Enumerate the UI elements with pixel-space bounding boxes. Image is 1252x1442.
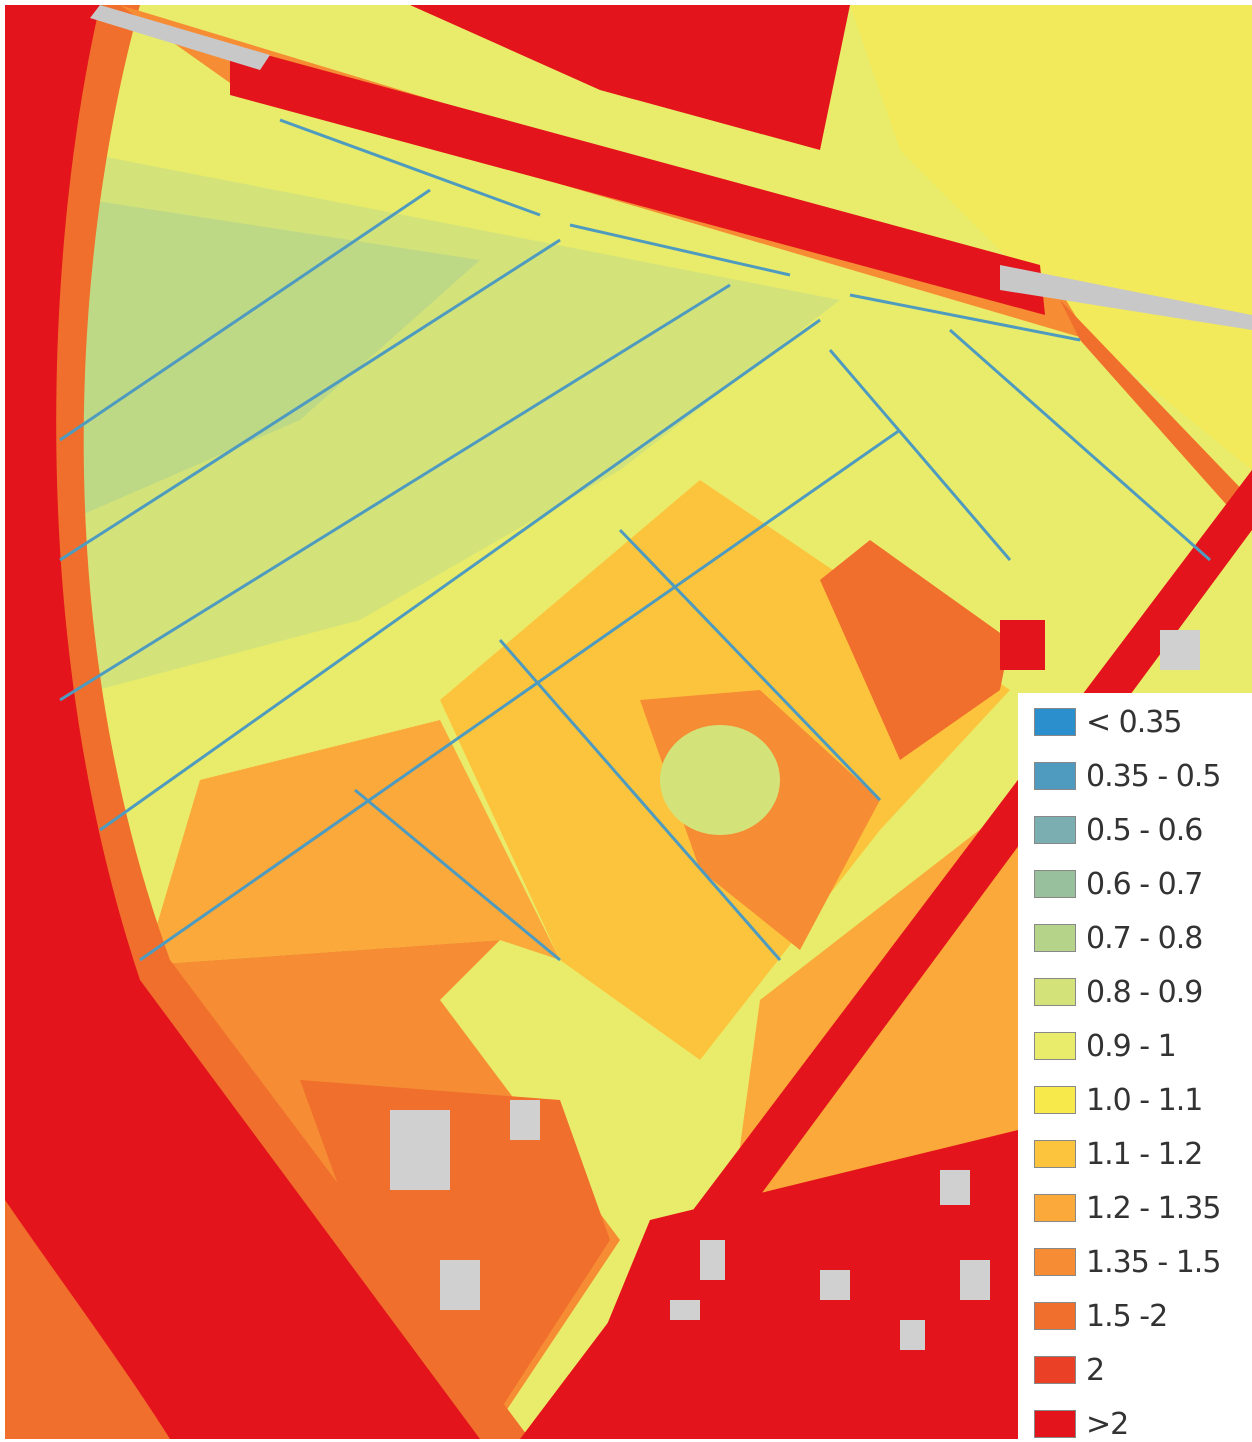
page: {"legend": {"items": [ {"label": "< 0.35…	[0, 0, 1252, 1439]
legend-swatch	[1034, 1140, 1076, 1168]
legend-label: 0.5 - 0.6	[1086, 813, 1202, 848]
legend-label: 1.35 - 1.5	[1086, 1245, 1220, 1280]
legend-label: 0.9 - 1	[1086, 1029, 1176, 1064]
legend-label: 0.6 - 0.7	[1086, 867, 1202, 902]
legend-swatch	[1034, 1302, 1076, 1330]
legend-item: >2	[1034, 1407, 1128, 1441]
legend-swatch	[1034, 708, 1076, 736]
legend-label: 0.35 - 0.5	[1086, 759, 1220, 794]
legend-swatch	[1034, 924, 1076, 952]
legend-item: 0.9 - 1	[1034, 1029, 1176, 1063]
legend-label: 0.8 - 0.9	[1086, 975, 1202, 1010]
legend-item: 0.6 - 0.7	[1034, 867, 1202, 901]
legend-swatch	[1034, 1194, 1076, 1222]
legend-item: 0.5 - 0.6	[1034, 813, 1202, 847]
legend-swatch	[1034, 978, 1076, 1006]
legend-label: 1.2 - 1.35	[1086, 1191, 1220, 1226]
legend-label: < 0.35	[1086, 705, 1181, 740]
legend-label: 1.0 - 1.1	[1086, 1083, 1202, 1118]
legend-label: 1.1 - 1.2	[1086, 1137, 1202, 1172]
legend-swatch	[1034, 870, 1076, 898]
legend-swatch	[1034, 1086, 1076, 1114]
legend-item: 1.2 - 1.35	[1034, 1191, 1220, 1225]
legend-item: 1.5 -2	[1034, 1299, 1167, 1333]
legend-label: 1.5 -2	[1086, 1299, 1167, 1334]
legend-swatch	[1034, 1032, 1076, 1060]
field-zone	[660, 725, 780, 835]
legend-item: 0.7 - 0.8	[1034, 921, 1202, 955]
legend-item: 0.8 - 0.9	[1034, 975, 1202, 1009]
legend-item: < 0.35	[1034, 705, 1181, 739]
legend-item: 0.35 - 0.5	[1034, 759, 1220, 793]
legend-swatch	[1034, 1410, 1076, 1438]
legend-label: 0.7 - 0.8	[1086, 921, 1202, 956]
legend-swatch	[1034, 816, 1076, 844]
legend-swatch	[1034, 762, 1076, 790]
legend-swatch	[1034, 1248, 1076, 1276]
legend-label: 2	[1086, 1353, 1104, 1388]
legend-item: 1.35 - 1.5	[1034, 1245, 1220, 1279]
legend-label: >2	[1086, 1407, 1128, 1442]
legend: < 0.35 0.35 - 0.5 0.5 - 0.6 0.6 - 0.7 0.7 - …	[1018, 693, 1252, 1439]
urban	[1000, 620, 1045, 670]
legend-item: 1.1 - 1.2	[1034, 1137, 1202, 1171]
legend-item: 1.0 - 1.1	[1034, 1083, 1202, 1117]
legend-item: 2	[1034, 1353, 1104, 1387]
legend-swatch	[1034, 1356, 1076, 1384]
